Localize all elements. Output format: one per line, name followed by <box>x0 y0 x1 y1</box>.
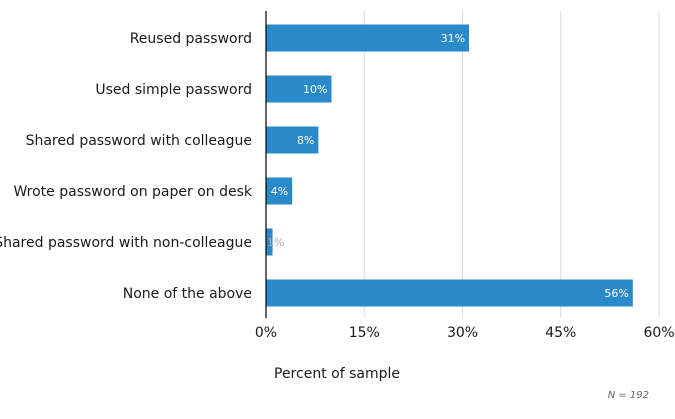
bar-value-label: 31% <box>441 32 465 45</box>
category-label: Wrote password on paper on desk <box>13 184 252 200</box>
bar <box>266 279 633 307</box>
category-label: None of the above <box>123 286 252 302</box>
x-axis-title: Percent of sample <box>274 366 400 382</box>
bar <box>266 126 319 154</box>
gridlines <box>363 11 660 318</box>
x-tick-label: 45% <box>545 325 576 341</box>
sample-size-note: N = 192 <box>608 390 649 401</box>
category-label: Shared password with colleague <box>26 133 252 149</box>
category-label: Shared password with non-colleague <box>0 235 252 251</box>
bar <box>266 177 293 205</box>
bar <box>266 24 470 52</box>
bar <box>266 75 332 103</box>
bar-value-label: 10% <box>303 83 327 96</box>
bars: 31% 10% 8% 4% 1% 56% <box>266 24 633 307</box>
category-labels: Reused password Used simple password Share… <box>0 31 253 302</box>
category-label: Reused password <box>130 31 252 47</box>
bar-value-label: 4% <box>271 185 288 198</box>
bar-value-label: 1% <box>267 236 284 249</box>
x-tick-labels: 0% 15% 30% 45% 60% <box>255 325 675 341</box>
bar-value-label: 8% <box>297 134 314 147</box>
bar-value-label: 56% <box>604 287 628 300</box>
x-tick-label: 0% <box>255 325 277 341</box>
category-label: Used simple password <box>95 82 252 98</box>
bar <box>266 228 273 256</box>
x-tick-label: 60% <box>643 325 674 341</box>
x-tick-label: 15% <box>349 325 380 341</box>
x-tick-label: 30% <box>447 325 478 341</box>
